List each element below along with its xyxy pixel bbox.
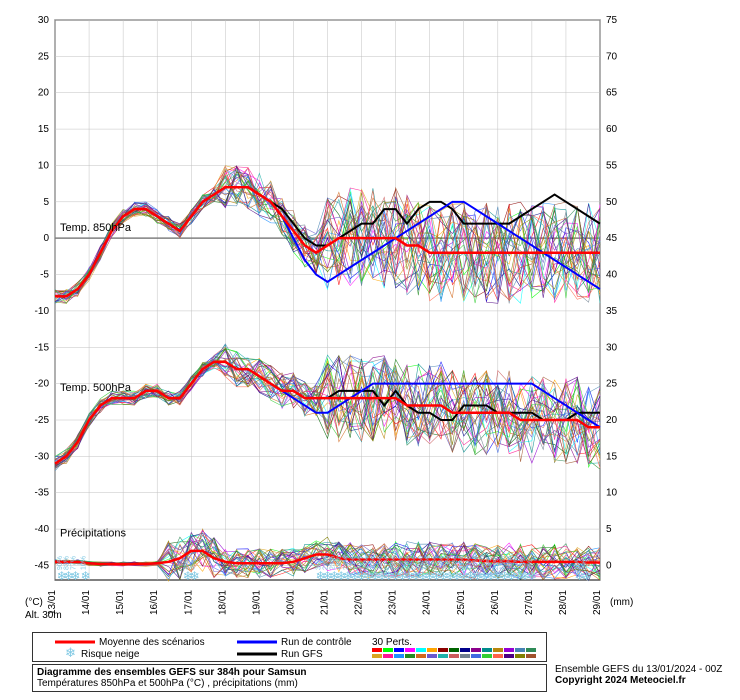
footer-title: Diagramme des ensembles GEFS sur 384h po… [37,667,542,678]
svg-text:❄: ❄ [190,569,200,583]
svg-text:25/01: 25/01 [456,590,467,615]
legend-mean: Moyenne des scénarios [99,637,205,648]
svg-text:❄: ❄ [581,569,591,583]
svg-text:28/01: 28/01 [558,590,569,615]
svg-text:24/01: 24/01 [422,590,433,615]
svg-text:Précipitations: Précipitations [60,527,127,539]
svg-text:77%: 77% [70,556,77,570]
ensemble-line1: Ensemble GEFS du 13/01/2024 - 00Z [555,664,735,675]
svg-text:27/01: 27/01 [524,590,535,615]
svg-text:3%: 3% [581,560,588,570]
svg-text:14/01: 14/01 [81,590,92,615]
svg-text:50: 50 [606,197,618,208]
svg-text:30: 30 [38,15,50,26]
ensemble-info: Ensemble GEFS du 13/01/2024 - 00Z Copyri… [555,664,735,686]
svg-text:0: 0 [43,233,49,244]
svg-text:-15: -15 [35,342,50,353]
svg-text:-40: -40 [35,524,50,535]
svg-text:3%: 3% [527,560,534,570]
svg-text:15: 15 [38,124,50,135]
svg-text:60: 60 [606,124,618,135]
svg-text:❄: ❄ [70,569,80,583]
legend-gfs: Run GFS [281,649,323,659]
footer-box: Diagramme des ensembles GEFS sur 384h po… [32,664,547,692]
svg-text:20: 20 [606,415,618,426]
svg-text:10: 10 [606,488,618,499]
svg-text:15: 15 [606,451,618,462]
svg-text:19/01: 19/01 [251,590,262,615]
svg-text:-45: -45 [35,560,50,571]
svg-text:(mm): (mm) [610,597,633,608]
svg-text:22/01: 22/01 [354,590,365,615]
legend-perts: 30 Perts. [372,637,412,648]
legend-control: Run de contrôle [281,637,352,648]
svg-text:3%: 3% [190,560,197,570]
svg-text:(°C): (°C) [25,597,43,608]
svg-text:-20: -20 [35,379,50,390]
svg-text:-5: -5 [40,270,49,281]
svg-text:30: 30 [606,342,618,353]
svg-text:16/01: 16/01 [149,590,160,615]
legend-snow: Risque neige [81,649,140,659]
svg-text:-10: -10 [35,306,50,317]
ensemble-line2: Copyright 2024 Meteociel.fr [555,675,735,686]
svg-text:❄: ❄ [81,569,91,583]
svg-text:Alt. 30m: Alt. 30m [25,610,62,621]
svg-text:26/01: 26/01 [490,590,501,615]
svg-text:-35: -35 [35,488,50,499]
svg-text:-25: -25 [35,415,50,426]
svg-text:5: 5 [43,197,49,208]
svg-text:20: 20 [38,88,50,99]
svg-text:25: 25 [606,379,618,390]
ensemble-chart: -45 -40 -35 -30 -25 -20 -15 -10 -5 0 5 10 15 20 25 30 0 5… [0,0,740,660]
svg-text:70: 70 [606,51,618,62]
footer-subtitle: Températures 850hPa et 500hPa (°C) , pré… [37,678,542,689]
svg-text:55: 55 [606,160,618,171]
snowflake-icon: ❄ [65,645,76,659]
svg-text:65: 65 [606,88,618,99]
svg-text:Temp. 850hPa: Temp. 850hPa [60,222,132,234]
svg-text:25: 25 [38,51,50,62]
svg-text:5: 5 [606,524,612,535]
svg-text:18/01: 18/01 [217,590,228,615]
svg-text:20/01: 20/01 [285,590,296,615]
svg-text:Temp. 500hPa: Temp. 500hPa [60,382,132,394]
svg-text:29/01: 29/01 [592,590,603,615]
svg-text:❄: ❄ [527,569,537,583]
svg-text:45: 45 [606,233,618,244]
chart-container: -45 -40 -35 -30 -25 -20 -15 -10 -5 0 5 10 15 20 25 30 0 5… [0,0,740,700]
svg-text:0: 0 [606,560,612,571]
svg-text:75: 75 [606,15,618,26]
svg-text:17/01: 17/01 [183,590,194,615]
svg-text:10%: 10% [81,556,88,570]
svg-text:21/01: 21/01 [320,590,331,615]
svg-text:40: 40 [606,270,618,281]
svg-text:10: 10 [38,160,50,171]
svg-text:15/01: 15/01 [115,590,126,615]
svg-text:-30: -30 [35,451,50,462]
svg-text:35: 35 [606,306,618,317]
legend-box: Moyenne des scénarios Run de contrôle Ru… [32,632,547,662]
svg-text:23/01: 23/01 [388,590,399,615]
